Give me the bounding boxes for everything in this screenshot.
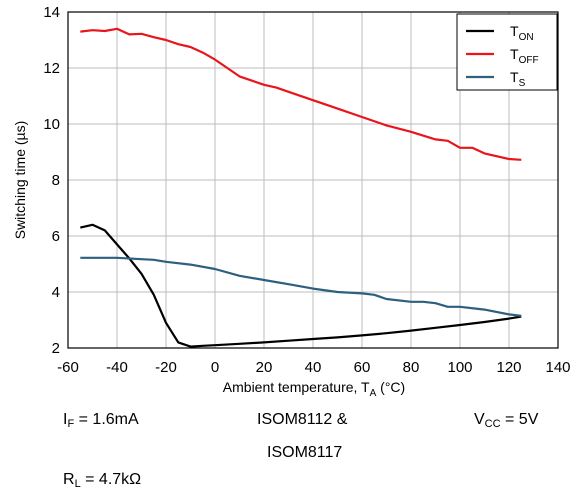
forward-current-condition: IF = 1.6mA: [63, 411, 139, 430]
x-tick-label: 100: [447, 359, 472, 376]
x-axis-label: Ambient temperature, TA (°C): [223, 379, 405, 399]
x-tick-label: 0: [211, 359, 219, 376]
x-tick-label: 60: [354, 359, 371, 376]
x-tick-label: 80: [403, 359, 420, 376]
legend-box: [456, 13, 558, 91]
device-name-line2: ISOM8117: [267, 444, 343, 461]
y-axis-label: Switching time (µs): [12, 121, 28, 240]
x-tick-labels: -60 -40 -20 0 20 40 60 80 100 120 140: [57, 359, 570, 376]
supply-voltage-condition: VCC = 5V: [474, 411, 539, 430]
y-tick-label: 14: [43, 4, 60, 21]
legend-label-on: TON: [510, 23, 534, 43]
y-tick-label: 12: [43, 60, 60, 77]
x-tick-label: 140: [545, 359, 570, 376]
legend-label-off: TOFF: [510, 46, 539, 66]
plot-frame: [67, 11, 559, 349]
x-tick-label: 20: [256, 359, 273, 376]
series-lines: [80, 27, 522, 348]
y-tick-label: 6: [52, 228, 60, 245]
switching-time-chart: -60 -40 -20 0 20 40 60 80 100 120 140 2 4 6 8 10 12 14 A…: [12, 4, 571, 399]
x-tick-label: 40: [305, 359, 322, 376]
legend: TON TOFF TS: [456, 13, 558, 91]
y-tick-label: 10: [43, 116, 60, 133]
legend-label-s: TS: [510, 69, 526, 89]
y-tick-label: 2: [52, 340, 60, 357]
y-tick-label: 8: [52, 172, 60, 189]
x-tick-label: -20: [155, 359, 177, 376]
y-tick-label: 4: [52, 284, 60, 301]
x-tick-label: 120: [496, 359, 521, 376]
series-line-off: [80, 27, 522, 161]
x-tick-label: -40: [106, 359, 128, 376]
device-name-line1: ISOM8112 &: [257, 411, 348, 428]
x-tick-label: -60: [57, 359, 79, 376]
load-resistance-condition: RL = 4.7kΩ: [63, 471, 142, 490]
series-line-s: [80, 256, 522, 317]
y-tick-labels: 2 4 6 8 10 12 14: [43, 4, 60, 357]
